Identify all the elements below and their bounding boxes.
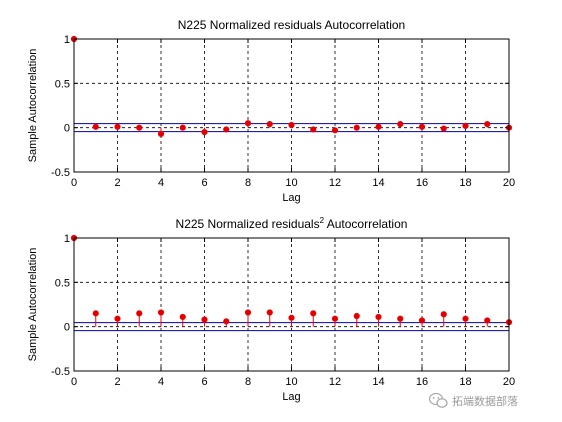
- x-tick-label: 10: [285, 376, 297, 388]
- x-tick-label: 10: [285, 177, 297, 189]
- acf-point: [310, 126, 317, 133]
- x-tick-label: 20: [503, 177, 515, 189]
- acf-point: [92, 310, 99, 317]
- y-tick-label: -0.5: [51, 167, 70, 179]
- acf-point: [223, 126, 230, 133]
- y-tick-label: 0.5: [55, 277, 70, 289]
- acf-point: [484, 121, 491, 128]
- acf-point: [353, 312, 360, 320]
- acf-point: [440, 125, 447, 132]
- x-tick-label: 16: [416, 177, 428, 189]
- x-tick-label: 6: [201, 177, 207, 189]
- y-tick-label: -0.5: [51, 366, 70, 378]
- chart-title: N225 Normalized residuals Autocorrelatio…: [178, 18, 405, 32]
- x-tick-label: 16: [416, 376, 428, 388]
- chart-title: N225 Normalized residuals2 Autocorrelati…: [176, 216, 408, 231]
- x-tick-label: 2: [114, 376, 120, 388]
- y-axis-label: Sample Autocorrelation: [27, 248, 39, 362]
- chart-title-suffix: Autocorrelation: [324, 217, 407, 231]
- x-tick-label: 14: [372, 177, 384, 189]
- acf-point: [157, 130, 165, 137]
- watermark: 拓端数据部落: [428, 392, 518, 408]
- acf-point: [136, 124, 143, 131]
- y-axis-label: Sample Autocorrelation: [27, 49, 39, 163]
- acf-point: [136, 310, 143, 317]
- acf-point: [397, 315, 404, 322]
- acf-point: [201, 129, 208, 136]
- x-tick-label: 18: [459, 177, 471, 189]
- x-tick-label: 6: [201, 376, 207, 388]
- acf-point: [331, 127, 339, 134]
- acf-point: [179, 124, 186, 131]
- acf-point: [375, 313, 382, 321]
- x-axis-label: Lag: [282, 192, 300, 204]
- x-tick-label: 0: [71, 177, 77, 189]
- acf-point: [484, 317, 491, 324]
- acf-point: [266, 121, 273, 128]
- x-tick-label: 4: [158, 376, 164, 388]
- y-tick-label: 1: [64, 34, 70, 46]
- acf-point: [462, 122, 469, 129]
- y-tick-label: 0: [64, 123, 70, 135]
- acf-point: [462, 315, 469, 322]
- wechat-icon: [428, 392, 448, 408]
- x-tick-label: 14: [372, 376, 384, 388]
- watermark-text: 拓端数据部落: [452, 394, 518, 408]
- acf-point: [418, 317, 426, 324]
- acf-point: [375, 123, 382, 130]
- acf-point: [288, 314, 295, 321]
- x-tick-label: 18: [459, 376, 471, 388]
- x-tick-label: 20: [503, 376, 515, 388]
- chart-title-main: N225 Normalized residuals Autocorrelatio…: [178, 18, 405, 32]
- acf-point: [244, 309, 252, 316]
- acf-point: [114, 123, 121, 130]
- acf-point: [157, 309, 165, 316]
- acf-point: [418, 123, 426, 130]
- acf-point: [201, 316, 208, 323]
- y-tick-label: 0.5: [55, 78, 70, 90]
- x-tick-label: 4: [158, 177, 164, 189]
- x-tick-label: 2: [114, 177, 120, 189]
- acf-point: [288, 121, 295, 129]
- acf-point: [310, 310, 317, 317]
- acf-point: [179, 313, 186, 321]
- acf-point: [266, 309, 273, 316]
- x-tick-label: 8: [245, 177, 251, 189]
- x-tick-label: 12: [329, 177, 341, 189]
- y-tick-label: 0: [64, 322, 70, 334]
- x-tick-label: 12: [329, 376, 341, 388]
- acf-point: [353, 124, 360, 131]
- acf-point: [92, 123, 99, 130]
- chart-title-main: N225 Normalized residuals: [176, 217, 320, 231]
- acf-point: [440, 311, 447, 318]
- acf-point: [397, 121, 404, 128]
- acf-point: [223, 318, 230, 325]
- acf-point: [114, 315, 121, 322]
- acf-point: [331, 315, 339, 322]
- x-tick-label: 8: [245, 376, 251, 388]
- chart-title-superscript: 2: [320, 216, 325, 225]
- x-axis-label: Lag: [282, 391, 300, 403]
- y-tick-label: 1: [64, 233, 70, 245]
- x-tick-label: 0: [71, 376, 77, 388]
- acf-point: [244, 120, 252, 127]
